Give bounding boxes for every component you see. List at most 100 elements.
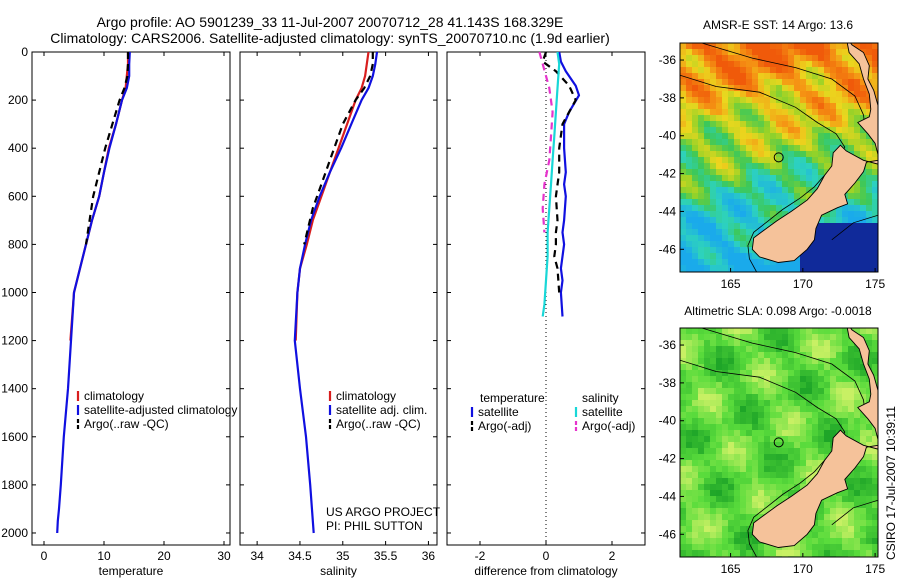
map-cell	[830, 139, 837, 146]
map-cell	[686, 406, 693, 413]
map-cell	[746, 472, 753, 479]
map-cell	[746, 340, 753, 347]
map-cell	[800, 121, 807, 128]
map-cell	[794, 175, 801, 182]
map-cell	[788, 85, 795, 92]
map-cell	[812, 406, 819, 413]
map-cell	[746, 259, 753, 266]
map-cell	[812, 400, 819, 407]
map-cell	[800, 484, 807, 491]
map-cell	[698, 223, 705, 230]
map-cell	[866, 544, 873, 551]
map-cell	[794, 472, 801, 479]
map-cell	[698, 121, 705, 128]
map-cell	[770, 157, 777, 164]
map-cell	[854, 145, 861, 152]
map-cell	[680, 241, 687, 248]
map-cell	[686, 394, 693, 401]
map-cell	[698, 484, 705, 491]
map-cell	[788, 358, 795, 365]
map-cell	[692, 229, 699, 236]
map-y-tick-label: -42	[659, 452, 677, 466]
map-cell	[758, 73, 765, 80]
map-cell	[824, 418, 831, 425]
map-cell	[872, 442, 878, 449]
map-cell	[734, 139, 741, 146]
map-cell	[710, 436, 717, 443]
map-cell	[770, 544, 777, 551]
map-cell	[788, 328, 795, 335]
map-cell	[842, 247, 849, 254]
map-cell	[698, 520, 705, 527]
map-cell	[836, 223, 843, 230]
map-cell	[692, 466, 699, 473]
x-axis-label: temperature	[99, 564, 164, 578]
map-cell	[734, 199, 741, 206]
map-cell	[782, 376, 789, 383]
map-cell	[680, 334, 687, 341]
map-cell	[782, 370, 789, 377]
map-cell	[830, 550, 837, 557]
map-cell	[752, 55, 759, 62]
map-cell	[764, 370, 771, 377]
map-cell	[704, 478, 711, 485]
map-cell	[782, 163, 789, 170]
map-cell	[866, 205, 873, 212]
map-cell	[848, 376, 855, 383]
map-cell	[728, 151, 735, 158]
series-line	[541, 51, 561, 317]
map-cell	[842, 241, 849, 248]
map-cell	[830, 334, 837, 341]
map-cell	[806, 97, 813, 104]
map-cell	[752, 424, 759, 431]
map-cell	[830, 109, 837, 116]
map-cell	[800, 442, 807, 449]
map-cell	[728, 133, 735, 140]
map-cell	[794, 454, 801, 461]
map-cell	[830, 412, 837, 419]
map-cell	[752, 163, 759, 170]
map-cell	[800, 259, 807, 266]
map-cell	[824, 424, 831, 431]
map-cell	[680, 514, 687, 521]
map-cell	[716, 253, 723, 260]
map-cell	[872, 229, 878, 236]
map-cell	[854, 115, 861, 122]
map-cell	[764, 223, 771, 230]
map-cell	[728, 334, 735, 341]
map-cell	[866, 265, 873, 272]
map-cell	[782, 157, 789, 164]
map-cell	[776, 472, 783, 479]
map-cell	[794, 199, 801, 206]
map-cell	[740, 193, 747, 200]
map-cell	[794, 352, 801, 359]
map-cell	[812, 79, 819, 86]
map-cell	[740, 211, 747, 218]
map-cell	[680, 376, 687, 383]
map-cell	[740, 49, 747, 56]
map-cell	[824, 412, 831, 419]
map-cell	[704, 400, 711, 407]
map-cell	[812, 532, 819, 539]
map-cell	[686, 400, 693, 407]
map-cell	[722, 259, 729, 266]
map-cell	[770, 187, 777, 194]
map-cell	[716, 103, 723, 110]
map-cell	[812, 259, 819, 266]
x-tick-label: 20	[157, 549, 171, 563]
map-cell	[812, 370, 819, 377]
map-cell	[776, 388, 783, 395]
map-cell	[722, 193, 729, 200]
map-cell	[740, 340, 747, 347]
map-cell	[728, 358, 735, 365]
map-cell	[854, 388, 861, 395]
map-cell	[842, 538, 849, 545]
map-cell	[842, 412, 849, 419]
map-cell	[728, 235, 735, 242]
map-field	[680, 43, 878, 272]
map-cell	[692, 472, 699, 479]
map-cell	[740, 235, 747, 242]
map-cell	[824, 526, 831, 533]
